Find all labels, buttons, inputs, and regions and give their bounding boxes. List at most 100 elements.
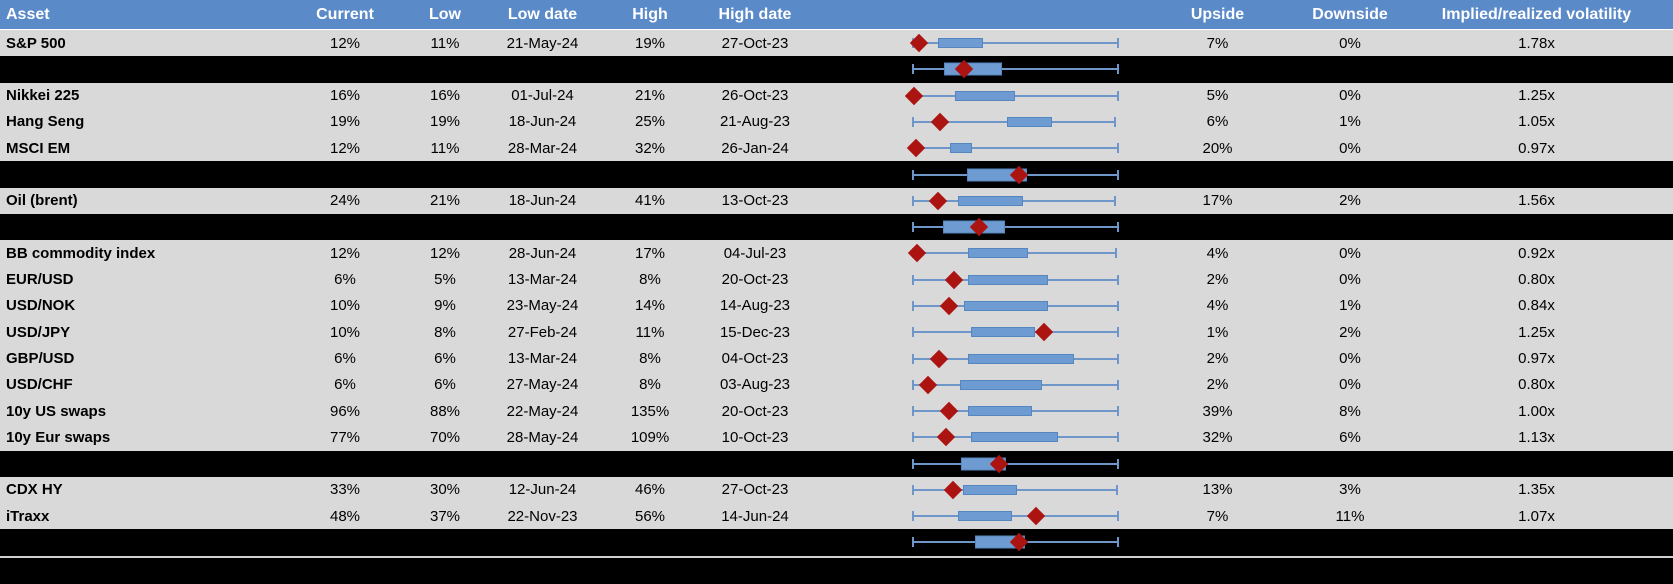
whisker-cap-left	[912, 64, 914, 75]
current-level-diamond-icon	[1034, 323, 1054, 342]
whisker-cap-right	[1117, 222, 1119, 233]
cell-high: 14%	[634, 297, 666, 315]
header-row: Asset Current Low Low date High High dat…	[0, 0, 1673, 30]
whisker-cap-left	[912, 537, 914, 548]
iqr-box	[967, 248, 1028, 259]
cell-high-date: 04-Oct-23	[721, 350, 789, 368]
cell-high-date: 14-Aug-23	[719, 297, 791, 315]
separator-row	[0, 450, 1673, 477]
cell-upside: 2%	[1206, 271, 1229, 289]
iqr-box	[963, 484, 1017, 495]
cell-upside: 1%	[1206, 323, 1229, 341]
cell-downside: 0%	[1339, 376, 1361, 394]
cell-asset: 10y Eur swaps	[6, 428, 111, 446]
current-level-diamond-icon	[928, 191, 948, 211]
cell-current: 48%	[329, 507, 361, 525]
boxplot	[912, 345, 1119, 371]
cell-current: 12%	[329, 34, 361, 52]
cell-upside: 6%	[1206, 113, 1229, 131]
cell-low-date: 18-Jun-24	[508, 192, 577, 210]
cell-current: 6%	[334, 271, 356, 289]
whisker-cap-left	[912, 379, 914, 390]
table-row: 10y Eur swaps 77% 70% 28-May-24 109% 10-Oct-2…	[0, 424, 1673, 451]
cell-low: 16%	[429, 87, 461, 105]
table-body: S&P 500 12% 11% 21-May-24 19% 27-Oct-23 7% 0% 1.…	[0, 30, 1673, 584]
cell-asset: MSCI EM	[6, 139, 71, 157]
cell-high-date: 26-Jan-24	[721, 139, 789, 157]
cell-upside: 20%	[1202, 139, 1233, 157]
cell-implied-realized: 1.05x	[1518, 113, 1555, 131]
boxplot-cell	[805, 477, 1135, 503]
whisker-line	[913, 94, 1118, 97]
table-row: 10y US swaps 96% 88% 22-May-24 135% 20-Oct-23…	[0, 397, 1673, 425]
whisker-cap-left	[912, 195, 914, 206]
cell-high: 135%	[630, 402, 670, 420]
cell-downside: 0%	[1339, 350, 1361, 368]
cell-implied-realized: 0.97x	[1518, 350, 1555, 368]
boxplot	[912, 424, 1119, 450]
cell-high-date: 20-Oct-23	[721, 271, 789, 289]
cell-low: 6%	[434, 350, 456, 368]
cell-current: 33%	[329, 481, 361, 499]
cell-downside: 8%	[1339, 402, 1361, 420]
cell-high: 109%	[630, 428, 670, 446]
cell-upside: 2%	[1206, 376, 1229, 394]
cell-upside: 4%	[1206, 244, 1229, 262]
whisker-cap-left	[912, 511, 914, 522]
cell-implied-realized: 1.13x	[1518, 428, 1555, 446]
cell-high: 11%	[635, 323, 665, 341]
boxplot	[912, 529, 1119, 555]
boxplot	[912, 293, 1119, 319]
boxplot-cell	[805, 345, 1135, 371]
cell-downside: 2%	[1339, 192, 1361, 210]
cell-low: 19%	[429, 113, 461, 131]
cell-downside: 0%	[1339, 139, 1361, 157]
table-row: Oil (brent) 24% 21% 18-Jun-24 41% 13-Oct-23 17…	[0, 187, 1673, 214]
cell-current: 16%	[329, 87, 361, 105]
whisker-cap-right	[1117, 432, 1119, 443]
cell-upside: 7%	[1206, 34, 1229, 52]
cell-implied-realized: 1.00x	[1518, 402, 1555, 420]
whisker-cap-right	[1113, 195, 1116, 206]
cell-high: 8%	[639, 376, 661, 394]
boxplot	[909, 30, 1119, 56]
cell-implied-realized: 0.80x	[1518, 376, 1555, 394]
cell-upside: 39%	[1202, 402, 1233, 420]
iqr-box	[967, 353, 1074, 364]
current-level-diamond-icon	[1026, 507, 1046, 526]
cell-upside: 5%	[1206, 87, 1229, 105]
boxplot-cell	[805, 135, 1135, 161]
separator-row	[0, 529, 1673, 556]
whisker-cap-right	[1117, 274, 1119, 285]
iqr-box	[955, 90, 1016, 101]
whisker-cap-right	[1117, 327, 1119, 338]
cell-asset: Oil (brent)	[6, 192, 78, 210]
boxplot	[912, 56, 1119, 82]
iqr-box	[964, 300, 1049, 311]
whisker-line	[913, 147, 1118, 150]
cell-low: 30%	[429, 481, 461, 499]
cell-high: 17%	[634, 244, 666, 262]
cell-asset: Hang Seng	[6, 113, 85, 131]
current-level-diamond-icon	[918, 375, 938, 394]
table-row: BB commodity index 12% 12% 28-Jun-24 17% 04-J…	[0, 240, 1673, 267]
cell-high: 46%	[634, 481, 666, 499]
cell-upside: 17%	[1202, 192, 1233, 210]
boxplot	[912, 503, 1119, 529]
cell-low: 11%	[430, 139, 460, 157]
iqr-box	[937, 38, 983, 49]
cell-high-date: 15-Dec-23	[719, 323, 791, 341]
cell-asset: GBP/USD	[6, 350, 75, 368]
whisker-cap-right	[1117, 143, 1119, 154]
boxplot-cell	[805, 398, 1135, 424]
cell-current: 10%	[329, 323, 361, 341]
cell-current: 6%	[334, 376, 356, 394]
boxplot	[912, 161, 1119, 187]
cell-low: 6%	[434, 376, 456, 394]
col-header-low-date: Low date	[507, 5, 578, 23]
cell-high: 41%	[634, 192, 666, 210]
whisker-cap-right	[1117, 38, 1119, 49]
boxplot-cell	[805, 267, 1135, 293]
cell-downside: 11%	[1335, 507, 1365, 525]
iqr-box	[1007, 116, 1053, 127]
